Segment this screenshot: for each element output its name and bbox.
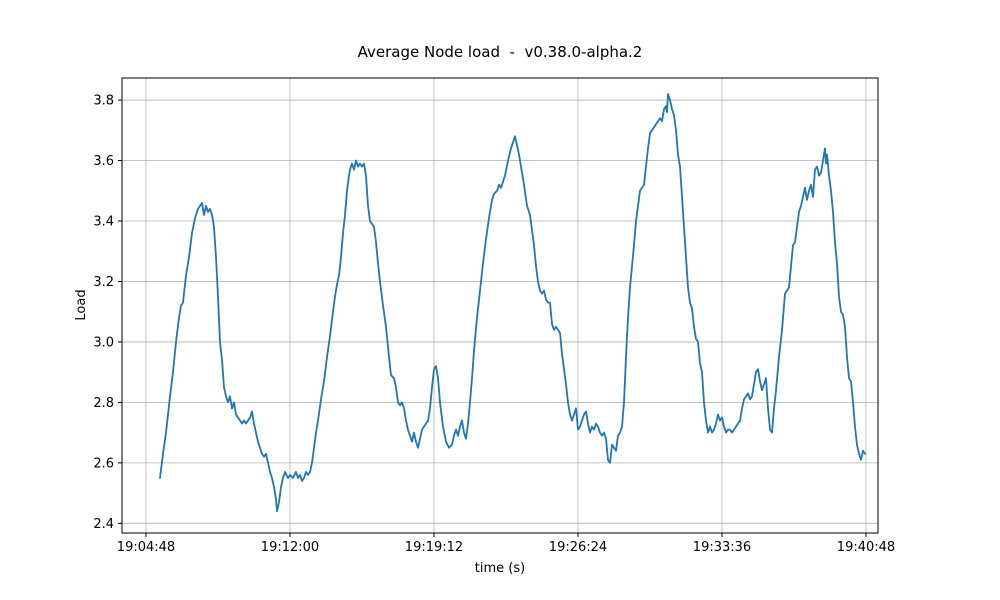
x-tick-label: 19:40:48 [837,540,895,555]
y-tick-label: 2.4 [93,517,114,532]
x-tick-label: 19:12:00 [261,540,319,555]
y-tick-label: 3.8 [93,94,114,109]
y-tick-label: 3.4 [93,215,114,230]
axis-tick-labels: 19:04:48 19:12:00 19:19:12 19:26:24 19:33:36… [93,94,895,555]
x-tick-label: 19:19:12 [405,540,463,555]
load-series [159,93,866,513]
gridlines [122,78,878,533]
y-tick-label: 2.8 [93,396,114,411]
chart-title: Average Node load - v0.38.0-alpha.2 [358,43,643,61]
y-tick-label: 2.6 [93,456,114,471]
y-axis-label: Load [74,289,89,320]
plot-frame [121,77,879,534]
y-tick-label: 3.0 [93,335,114,350]
y-tick-label: 3.6 [93,154,114,169]
x-tick-label: 19:26:24 [549,540,607,555]
x-axis-label: time (s) [475,561,525,576]
x-tick-label: 19:33:36 [693,540,751,555]
axis-ticks [118,99,867,537]
x-tick-label: 19:04:48 [117,540,175,555]
y-tick-label: 3.2 [93,275,114,290]
load-line [159,93,866,513]
